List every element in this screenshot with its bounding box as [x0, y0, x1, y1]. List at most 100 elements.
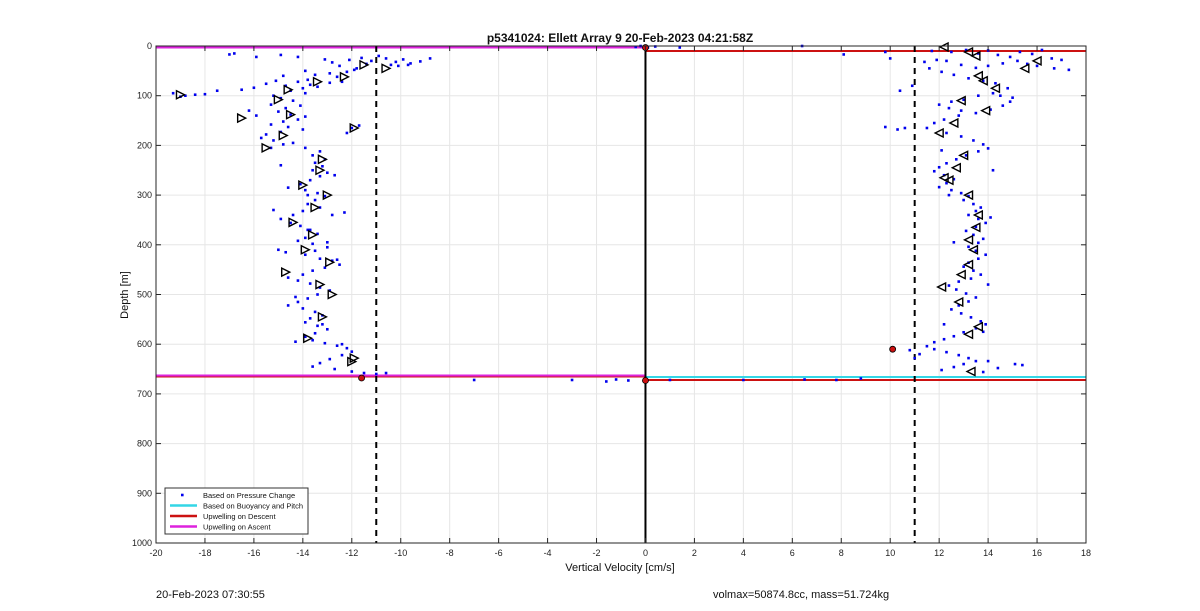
data-point — [974, 225, 978, 229]
data-point — [259, 136, 263, 140]
data-point — [634, 45, 637, 49]
data-point — [977, 217, 980, 221]
triangle-marker-left — [962, 329, 974, 340]
x-tick-label: -16 — [247, 548, 260, 558]
data-point — [311, 168, 314, 172]
triangle-marker-right — [283, 84, 294, 95]
data-point — [326, 171, 329, 175]
data-point — [999, 94, 1002, 97]
data-point — [384, 57, 388, 60]
data-point — [303, 335, 307, 339]
x-tick-label: 6 — [790, 548, 795, 558]
data-point — [981, 237, 985, 241]
data-point — [972, 139, 975, 142]
data-point — [308, 178, 312, 182]
data-point — [316, 293, 319, 296]
data-point — [291, 141, 295, 145]
data-point — [884, 125, 887, 129]
data-point — [950, 50, 953, 54]
triangle-marker-right — [312, 76, 324, 87]
data-point — [311, 365, 314, 368]
x-tick-label: -6 — [495, 548, 503, 558]
data-point — [321, 323, 324, 326]
data-point — [326, 245, 329, 249]
triangle-marker-right — [288, 217, 299, 228]
data-point — [979, 320, 983, 323]
data-point — [308, 282, 312, 285]
data-point — [294, 295, 297, 299]
data-point — [279, 163, 283, 167]
triangle-marker-right — [273, 94, 284, 105]
data-point — [340, 342, 344, 346]
x-tick-label: 4 — [741, 548, 746, 558]
data-point — [950, 308, 953, 311]
data-point — [301, 209, 305, 213]
x-tick-label: -4 — [544, 548, 552, 558]
data-point — [959, 191, 963, 195]
triangle-marker-right — [310, 202, 321, 213]
x-tick-label: 8 — [839, 548, 844, 558]
data-point — [945, 131, 948, 135]
data-point — [316, 324, 319, 328]
x-tick-label: 14 — [983, 548, 993, 558]
data-point — [1035, 64, 1039, 68]
data-point — [962, 98, 965, 101]
data-point — [996, 53, 1000, 57]
triangle-marker-left — [953, 296, 964, 308]
data-point — [286, 276, 290, 279]
data-point — [984, 253, 987, 257]
data-point — [299, 224, 302, 228]
triangle-marker-left — [972, 321, 984, 332]
data-point — [313, 161, 317, 165]
x-tick-label: -10 — [394, 548, 407, 558]
data-point — [964, 154, 968, 157]
legend-label: Based on Buoyancy and Pitch — [203, 502, 303, 511]
data-point — [972, 233, 975, 237]
data-point — [352, 68, 356, 72]
data-point — [1011, 96, 1014, 99]
x-tick-label: 18 — [1081, 548, 1091, 558]
data-point — [401, 58, 405, 61]
data-point — [977, 257, 980, 261]
vertical-lines — [375, 46, 916, 543]
data-point — [952, 365, 956, 369]
triangle-marker-right — [278, 130, 289, 141]
data-point — [942, 323, 946, 326]
triangle-marker-right — [236, 112, 248, 124]
data-point — [984, 221, 987, 225]
data-point — [932, 347, 936, 351]
data-points — [171, 41, 1071, 384]
data-point — [291, 213, 295, 217]
data-point — [942, 118, 946, 121]
data-point — [264, 133, 268, 136]
data-point — [284, 250, 288, 254]
data-point — [957, 353, 961, 357]
x-tick-label: -18 — [198, 548, 211, 558]
data-point — [937, 165, 941, 169]
y-axis-ticks: 0 100 200 300 400 500 600 700 800 900 1000 — [132, 41, 1086, 548]
triangle-marker-left — [962, 259, 974, 270]
data-point — [842, 53, 846, 56]
data-point — [974, 209, 978, 213]
triangle-marker-left — [970, 222, 981, 233]
data-point — [614, 378, 618, 381]
triangle-marker-left — [950, 162, 961, 173]
triangle-marker-right — [281, 267, 292, 278]
x-tick-label: 10 — [885, 548, 895, 558]
triangle-marker-left — [1019, 63, 1030, 74]
triangle-marker-left — [948, 117, 959, 129]
data-point — [333, 173, 336, 177]
data-point — [903, 126, 907, 130]
data-point — [350, 126, 354, 130]
x-tick-label: 12 — [934, 548, 944, 558]
data-point — [318, 361, 322, 365]
x-tick-label: -14 — [296, 548, 309, 558]
data-point — [279, 217, 283, 221]
data-point — [296, 300, 300, 304]
data-point — [311, 242, 314, 246]
data-point — [326, 327, 329, 331]
data-point — [974, 111, 978, 115]
data-point — [389, 63, 393, 67]
x-axis-label: Vertical Velocity [cm/s] — [565, 562, 674, 574]
